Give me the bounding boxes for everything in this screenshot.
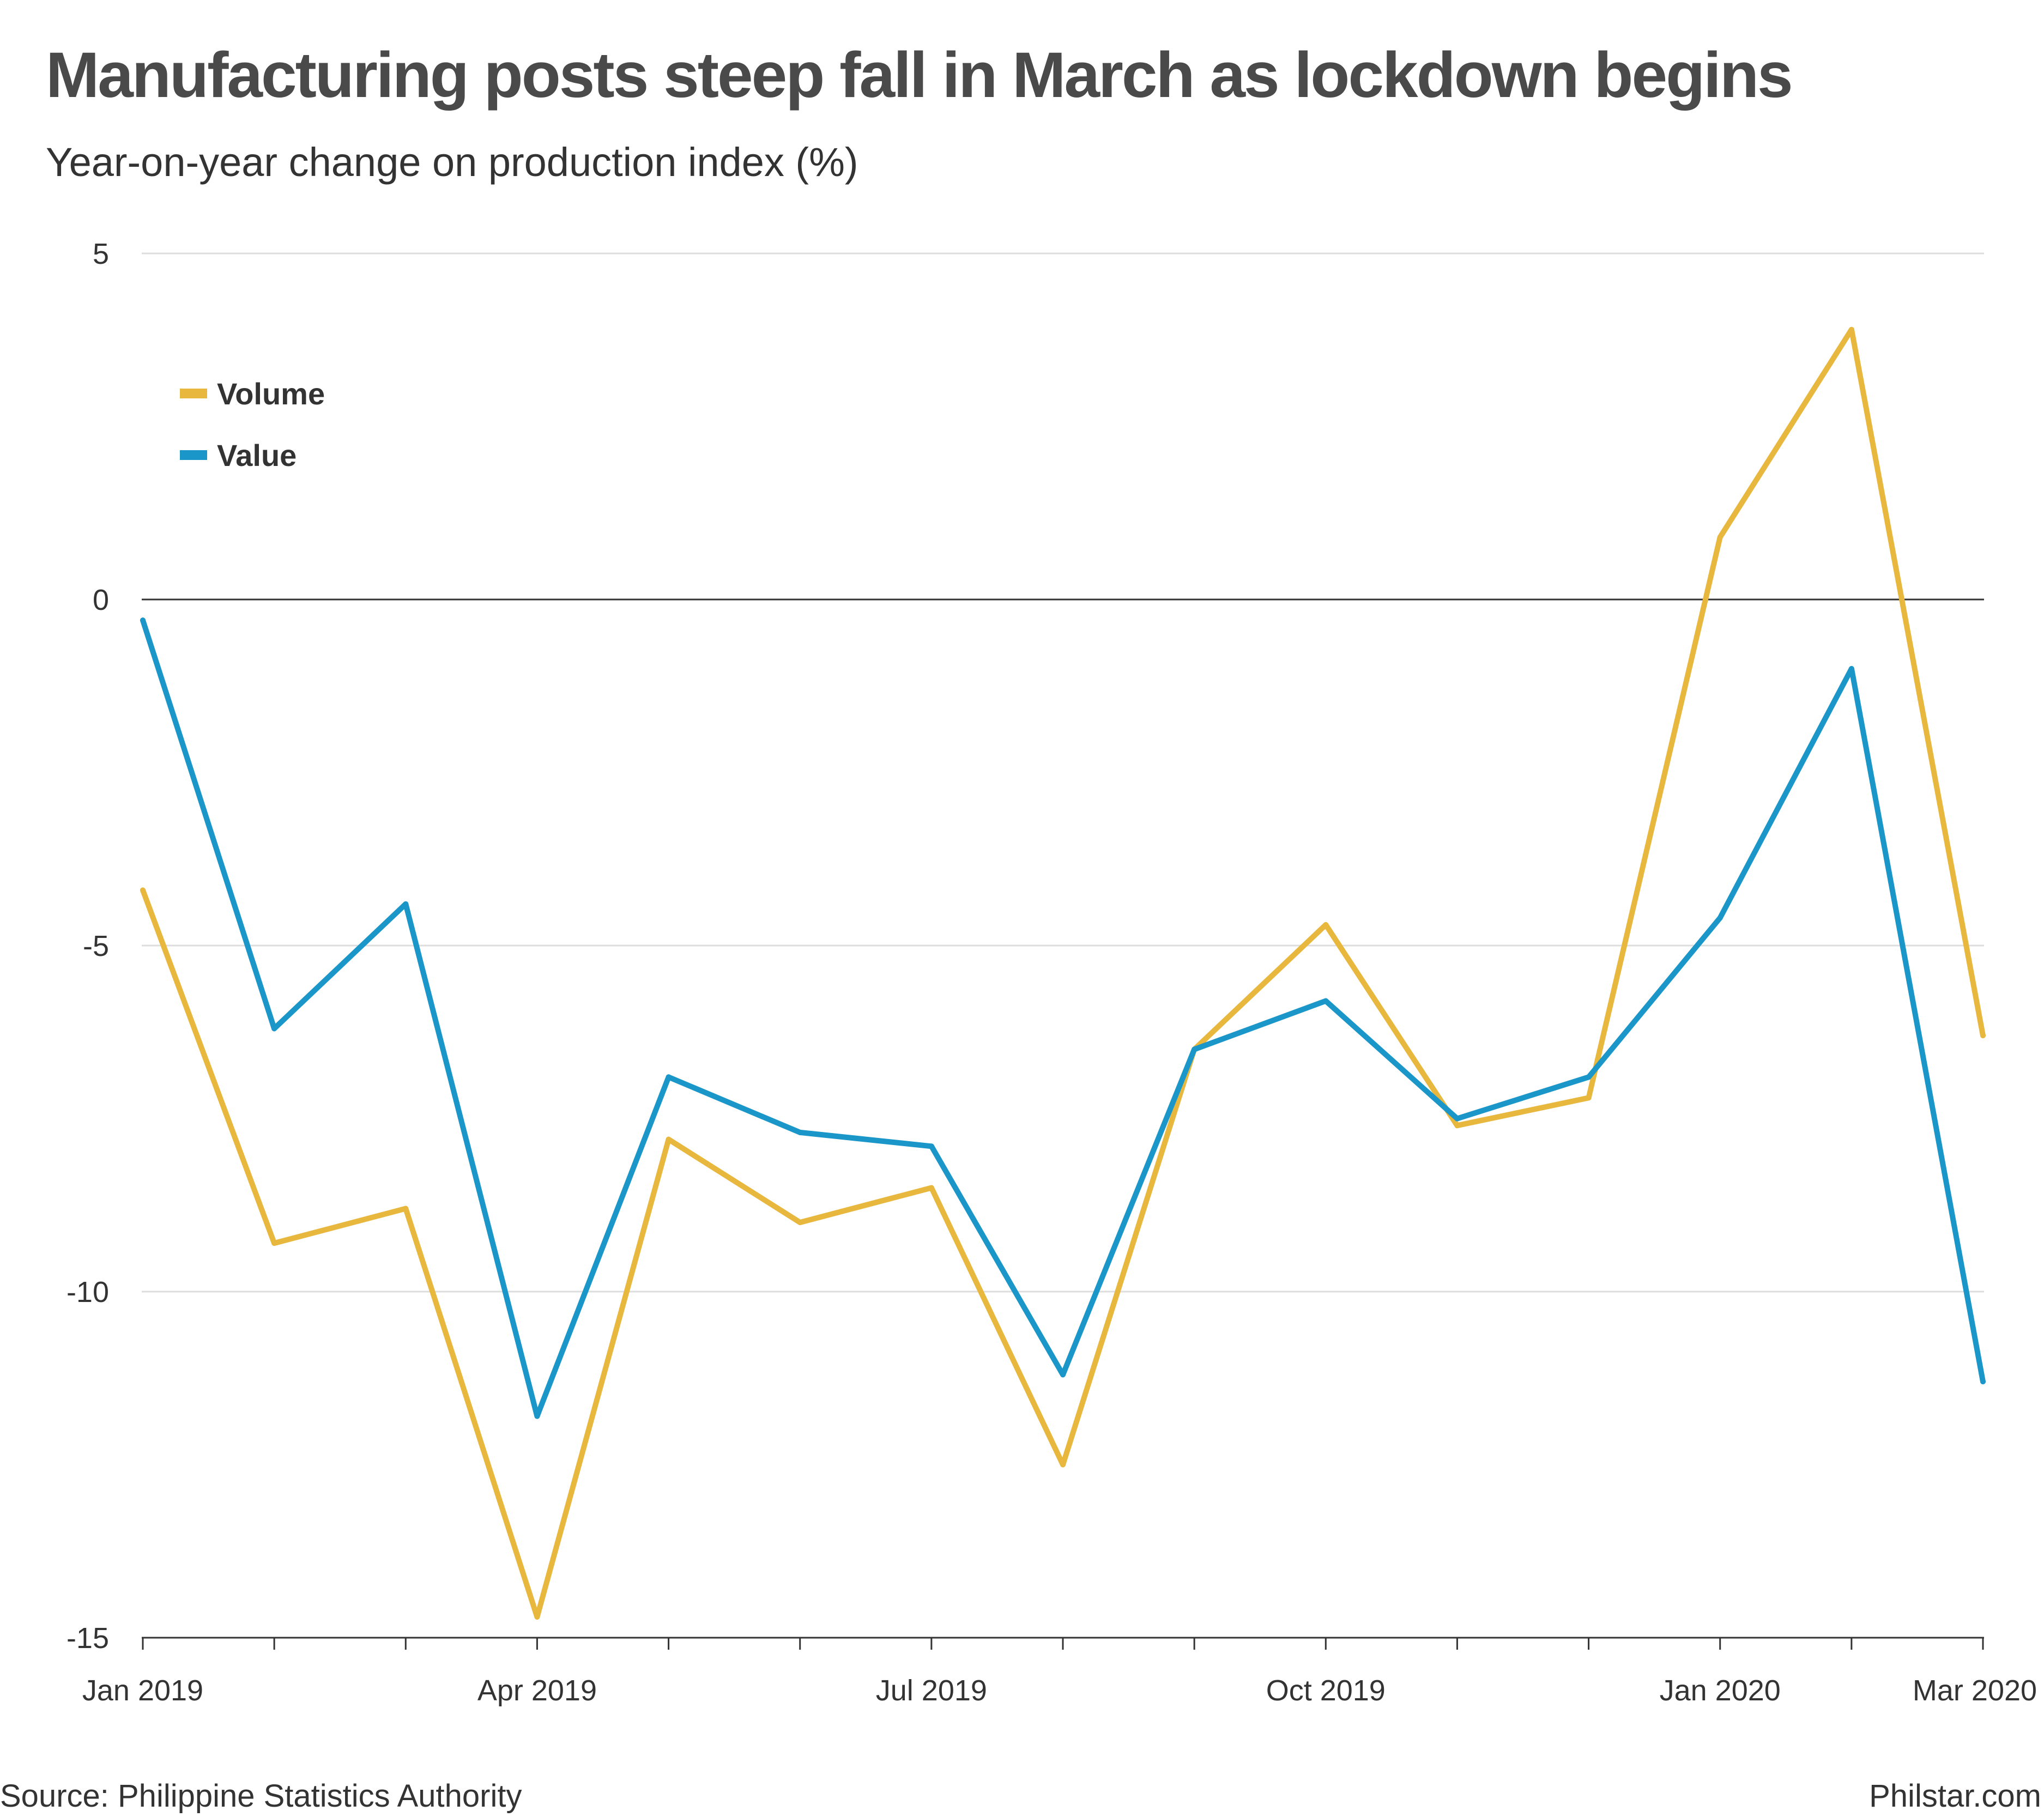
y-tick-label: -10 bbox=[66, 1276, 109, 1309]
data-point-value bbox=[534, 1413, 540, 1419]
chart-title: Manufacturing posts steep fall in March … bbox=[46, 39, 1793, 111]
data-point-volume bbox=[797, 1220, 803, 1225]
data-point-volume bbox=[1454, 1123, 1460, 1129]
x-tick-label: Jan 2020 bbox=[1660, 1674, 1781, 1707]
data-point-value bbox=[928, 1143, 934, 1149]
x-tick-label: Oct 2019 bbox=[1266, 1674, 1386, 1707]
chart-subtitle: Year-on-year change on production index … bbox=[46, 140, 858, 185]
data-point-value bbox=[666, 1074, 672, 1080]
line-chart: 5 0 -5 -10 -15 Jan 2019 Apr 2019 Jul 2019 Oct 20… bbox=[66, 238, 2037, 1707]
x-axis bbox=[142, 1637, 1984, 1650]
data-point-value bbox=[1192, 1046, 1198, 1052]
y-tick-label: 0 bbox=[93, 584, 109, 616]
data-point-value bbox=[1060, 1372, 1066, 1378]
data-point-value bbox=[1586, 1074, 1592, 1080]
gridlines bbox=[142, 252, 1984, 1293]
y-tick-label: -15 bbox=[66, 1622, 109, 1655]
data-point-value bbox=[1980, 1379, 1986, 1385]
data-point-value bbox=[140, 617, 146, 623]
x-tick-label: Jan 2019 bbox=[82, 1674, 203, 1707]
data-point-volume bbox=[534, 1614, 540, 1620]
data-point-volume bbox=[666, 1136, 672, 1142]
legend: Volume Value bbox=[180, 377, 325, 473]
data-point-value bbox=[1848, 666, 1854, 671]
data-point-volume bbox=[140, 887, 146, 893]
data-point-volume bbox=[271, 1240, 277, 1246]
series-lines bbox=[140, 326, 1986, 1620]
data-point-value bbox=[403, 901, 409, 907]
data-point-value bbox=[797, 1129, 803, 1135]
data-point-volume bbox=[1060, 1462, 1066, 1468]
data-point-volume bbox=[928, 1185, 934, 1191]
data-point-volume bbox=[1586, 1095, 1592, 1101]
data-point-value bbox=[1323, 998, 1329, 1004]
x-tick-label: Jul 2019 bbox=[876, 1674, 987, 1707]
data-point-volume bbox=[403, 1206, 409, 1212]
data-point-volume bbox=[1980, 1033, 1986, 1039]
y-tick-label: -5 bbox=[83, 930, 109, 962]
publisher-credit: Philstar.com bbox=[1869, 1778, 2041, 1814]
data-point-volume bbox=[1717, 534, 1723, 540]
tick-labels: 5 0 -5 -10 -15 Jan 2019 Apr 2019 Jul 2019 Oct 20… bbox=[66, 238, 2037, 1707]
series-line-value bbox=[140, 617, 1986, 1419]
x-tick-label: Apr 2019 bbox=[477, 1674, 597, 1707]
data-point-value bbox=[1454, 1116, 1460, 1122]
data-point-value bbox=[271, 1026, 277, 1032]
legend-label-value: Value bbox=[217, 438, 297, 473]
x-tick-label: Mar 2020 bbox=[1913, 1674, 2037, 1707]
y-tick-label: 5 bbox=[93, 238, 109, 270]
data-point-value bbox=[1717, 915, 1723, 921]
legend-label-volume: Volume bbox=[217, 377, 325, 411]
series-line-volume bbox=[140, 326, 1986, 1620]
data-point-volume bbox=[1323, 922, 1329, 928]
data-point-volume bbox=[1848, 326, 1854, 332]
source-note: Source: Philippine Statistics Authority bbox=[0, 1778, 522, 1814]
